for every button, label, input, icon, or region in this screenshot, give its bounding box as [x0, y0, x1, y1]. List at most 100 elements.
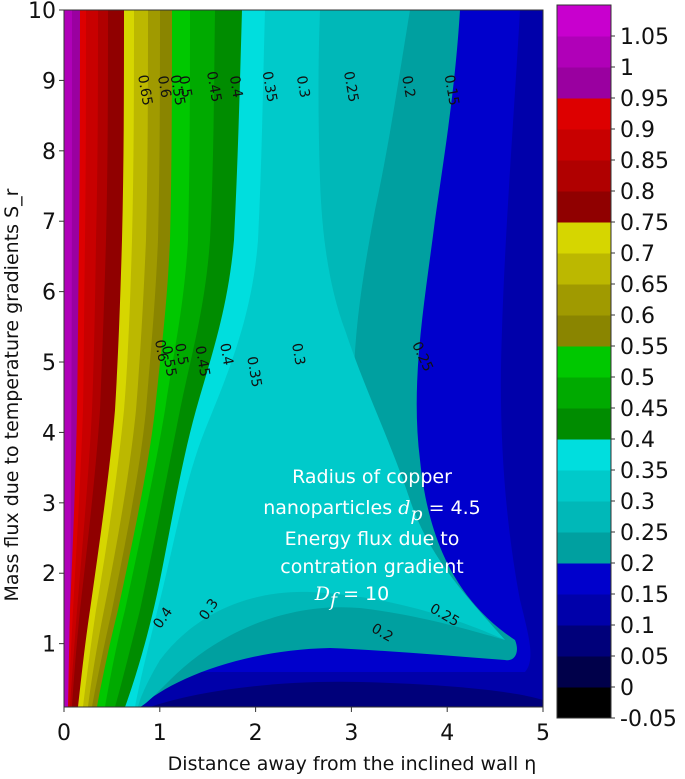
colorbar-tick-label: 0.3: [620, 490, 655, 515]
contour-label: 0.6: [154, 74, 174, 99]
contour-label: 0.2: [398, 74, 418, 99]
band-0.05: [150, 681, 543, 707]
y-tick-label: 5: [42, 351, 56, 376]
contour-plot-area: [64, 10, 543, 707]
colorbar-band: [557, 98, 611, 130]
colorbar-band: [557, 36, 611, 68]
x-tick-label: 4: [440, 721, 454, 746]
colorbar-tick-label: 0.8: [620, 180, 655, 205]
colorbar-tick-label: 1: [620, 56, 634, 81]
contour-label: 0.3: [288, 342, 308, 367]
x-tick-label: 1: [153, 721, 167, 746]
colorbar-tick-label: -0.05: [620, 707, 677, 732]
colorbar-band: [557, 656, 611, 688]
colorbar-band: [557, 315, 611, 347]
colorbar-band: [557, 253, 611, 285]
colorbar-tick-label: 0.4: [620, 428, 655, 453]
colorbar-tick-label: 0.45: [620, 397, 669, 422]
colorbar-tick-label: 0.35: [620, 459, 669, 484]
contour-label: 0.55: [158, 345, 179, 378]
y-tick-label: 3: [42, 492, 56, 517]
colorbar-frame: [556, 4, 612, 719]
y-tick-label: 2: [42, 562, 56, 587]
x-tick-label: 2: [249, 721, 263, 746]
colorbar-band: [557, 470, 611, 502]
colorbar-tick-label: 0.65: [620, 273, 669, 298]
colorbar-tick-label: 0.95: [620, 87, 669, 112]
annotation-line5-sub: f: [328, 589, 340, 611]
annotation-line5-rest: = 10: [337, 583, 389, 605]
colorbar-band: [557, 377, 611, 409]
colorbar-band: [557, 687, 611, 719]
colorbar-band: [557, 191, 611, 223]
y-tick-label: 4: [42, 421, 56, 446]
colorbar-band: [557, 5, 611, 37]
band-1.0: [64, 10, 72, 707]
contour-label: 0.15: [441, 74, 462, 107]
contour-label: 0.35: [243, 355, 264, 388]
annotation-line4: contration gradient: [280, 556, 464, 578]
contour-label: 0.25: [340, 70, 361, 103]
colorbar-ticks: -0.05 0 0.05 0.1 0.15 0.2 0.25 0.3 0.35 0.4 0.45 0.…: [611, 25, 677, 732]
plot-frame: [63, 9, 544, 708]
y-tick-label: 9: [42, 69, 56, 94]
colorbar-band: [557, 532, 611, 564]
y-axis-label: Mass flux due to temperature gradients S…: [1, 188, 23, 601]
contour-label: 0.5: [175, 74, 195, 99]
x-tick-label: 5: [536, 721, 550, 746]
contour-label: 0.65: [134, 74, 155, 107]
annotation-line2: nanoparticles dp = 4.5: [263, 497, 481, 525]
contour-label: 0.4: [226, 74, 246, 99]
colorbar-tick-label: 0.85: [620, 149, 669, 174]
colorbar-band: [557, 439, 611, 471]
y-tick-label: 10: [28, 0, 56, 24]
colorbar: [556, 4, 612, 719]
y-tick-label: 6: [42, 281, 56, 306]
colorbar-tick-label: 0.55: [620, 335, 669, 360]
annotation-block: Radius of copper nanoparticles dp = 4.5 …: [263, 466, 481, 611]
colorbar-band: [557, 625, 611, 657]
colorbar-tick-label: 0.9: [620, 118, 655, 143]
colorbar-band: [557, 408, 611, 440]
y-tick-label: 1: [42, 633, 56, 658]
y-tick-label: 8: [42, 140, 56, 165]
colorbar-tick-label: 0.75: [620, 211, 669, 236]
colorbar-band: [557, 284, 611, 316]
x-tick-label: 0: [57, 721, 71, 746]
x-axis-label: Distance away from the inclined wall η: [168, 753, 537, 775]
colorbar-band: [557, 67, 611, 99]
colorbar-tick-label: 0.15: [620, 583, 669, 608]
colorbar-tick-label: 0.2: [620, 552, 655, 577]
colorbar-tick-label: 0.25: [620, 521, 669, 546]
x-tick-label: 3: [344, 721, 358, 746]
colorbar-tick-label: 0.5: [620, 366, 655, 391]
colorbar-band: [557, 346, 611, 378]
contour-label: 0.45: [203, 70, 224, 103]
annotation-line5-math: D: [314, 583, 330, 605]
contour-label: 0.6: [151, 338, 171, 363]
x-axis-ticks: 0 1 2 3 4 5: [57, 707, 550, 746]
colorbar-band: [557, 129, 611, 161]
contour-label: 0.55: [167, 74, 188, 107]
contour-label: 0.35: [259, 70, 280, 103]
annotation-line1: Radius of copper: [292, 466, 452, 488]
annotation-line2-sub: p: [410, 503, 422, 525]
annotation-line2-rest: = 4.5: [423, 497, 481, 519]
y-tick-label: 7: [42, 210, 56, 235]
colorbar-band: [557, 501, 611, 533]
colorbar-band: [557, 563, 611, 595]
contour-label: 0.45: [191, 345, 212, 378]
colorbar-tick-label: 0.1: [620, 614, 655, 639]
contour-label: 0.5: [171, 342, 191, 367]
contour-label: 0.4: [216, 342, 236, 367]
contour-label: 0.3: [293, 74, 313, 99]
colorbar-tick-label: 0.7: [620, 242, 655, 267]
colorbar-band: [557, 160, 611, 192]
annotation-line2-text: nanoparticles: [263, 497, 398, 519]
annotation-line2-math: d: [398, 497, 410, 519]
annotation-line5: Df = 10: [314, 583, 389, 611]
colorbar-tick-label: 0.6: [620, 304, 655, 329]
colorbar-tick-label: 0.05: [620, 645, 669, 670]
y-axis-ticks: 1 2 3 4 5 6 7 8 9 10: [28, 0, 64, 658]
